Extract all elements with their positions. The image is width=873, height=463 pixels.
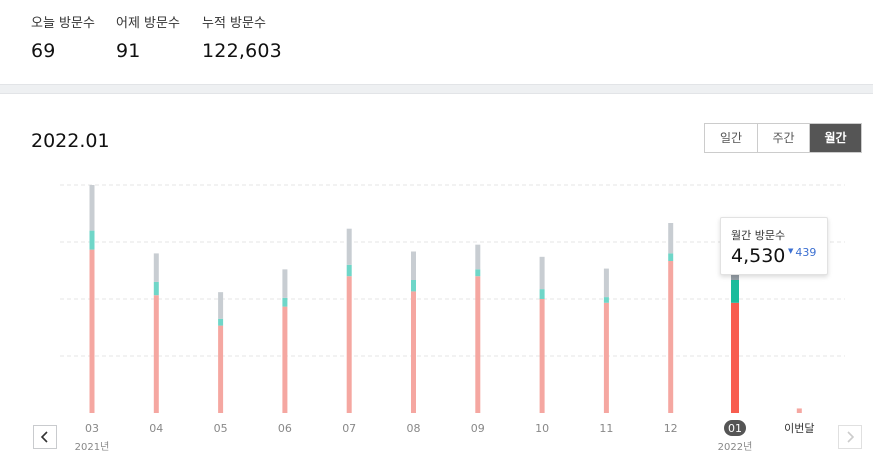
tooltip-change: ▼ 439 bbox=[788, 246, 816, 259]
chevron-right-icon bbox=[847, 431, 855, 443]
stat-today: 오늘 방문수 69 bbox=[31, 12, 95, 62]
tooltip: 월간 방문수 4,530 ▼ 439 bbox=[720, 217, 828, 275]
next-month-button[interactable] bbox=[838, 425, 862, 449]
tooltip-label: 월간 방문수 bbox=[731, 229, 786, 242]
chevron-left-icon bbox=[40, 431, 48, 443]
period-tabs: 일간 주간 월간 bbox=[704, 123, 862, 153]
yesterday-label: 어제 방문수 bbox=[116, 16, 180, 31]
down-arrow-icon: ▼ bbox=[788, 247, 794, 255]
chart-panel: 2022.01 일간 주간 월간 bbox=[0, 93, 873, 463]
yesterday-value: 91 bbox=[116, 40, 141, 62]
tab-monthly[interactable]: 월간 bbox=[809, 124, 861, 152]
total-value: 122,603 bbox=[202, 40, 282, 62]
tab-weekly[interactable]: 주간 bbox=[757, 124, 809, 152]
today-label: 오늘 방문수 bbox=[31, 16, 95, 31]
tab-daily[interactable]: 일간 bbox=[705, 124, 757, 152]
tooltip-change-value: 439 bbox=[795, 246, 817, 259]
prev-month-button[interactable] bbox=[33, 425, 57, 449]
tooltip-value: 4,530 bbox=[731, 245, 786, 267]
stat-yesterday: 어제 방문수 91 bbox=[116, 12, 180, 62]
total-label: 누적 방문수 bbox=[202, 16, 266, 31]
stats-panel: 오늘 방문수 69 어제 방문수 91 누적 방문수 122,603 bbox=[0, 0, 873, 85]
today-value: 69 bbox=[31, 40, 56, 62]
period-title: 2022.01 bbox=[31, 130, 110, 152]
stat-total: 누적 방문수 122,603 bbox=[202, 12, 282, 62]
